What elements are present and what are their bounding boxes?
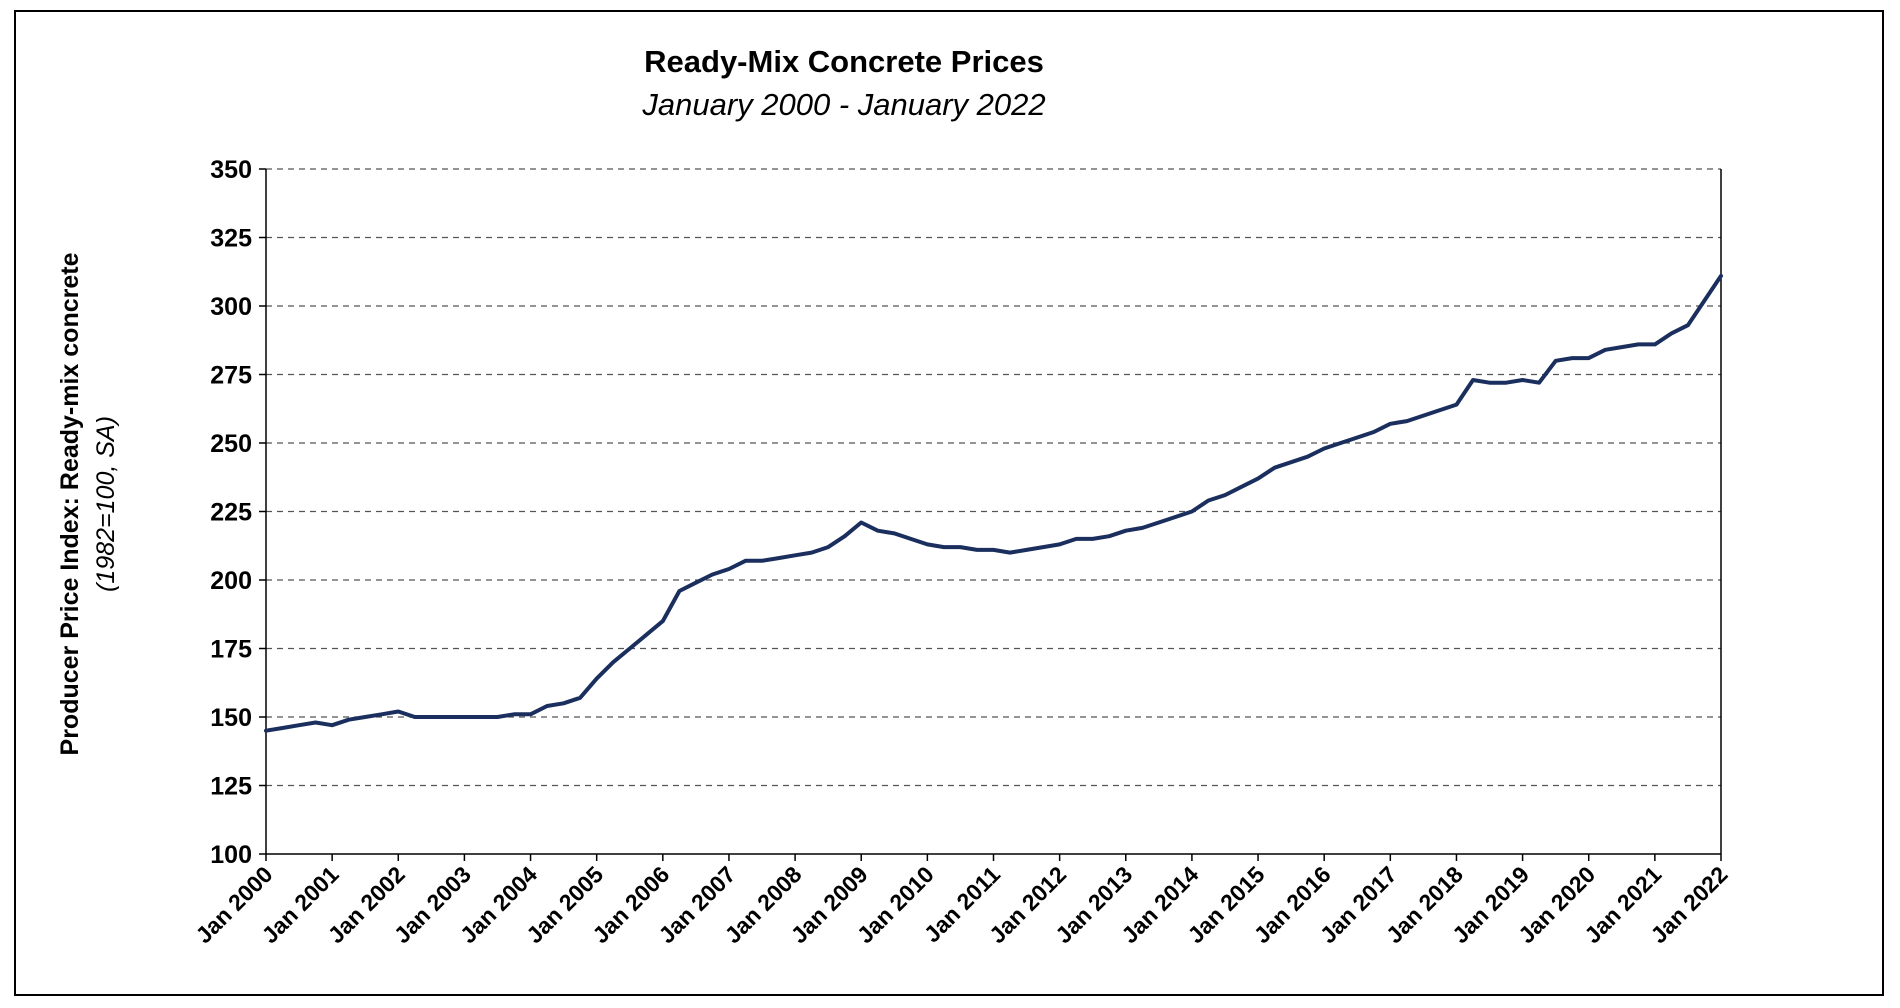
series-layer bbox=[264, 273, 1723, 733]
y-tick-label: 100 bbox=[210, 841, 252, 869]
y-axis-units: (1982=100, SA) bbox=[92, 416, 120, 592]
y-tick-label: 275 bbox=[210, 362, 252, 390]
y-tick-label: 150 bbox=[210, 704, 252, 732]
series-line bbox=[264, 273, 1723, 733]
axes bbox=[265, 169, 1722, 855]
chart-frame: Ready-Mix Concrete Prices January 2000 -… bbox=[14, 10, 1884, 996]
y-tick-label: 300 bbox=[210, 293, 252, 321]
y-tick-label: 200 bbox=[210, 567, 252, 595]
gridlines bbox=[266, 168, 1721, 787]
y-tick-label: 325 bbox=[210, 225, 252, 253]
y-axis-ticks: 100 125 150 175 200 225 250 275 300 325 350 bbox=[210, 156, 266, 869]
line-chart: Ready-Mix Concrete Prices January 2000 -… bbox=[56, 44, 1733, 948]
y-tick-label: 250 bbox=[210, 430, 252, 458]
chart-title: Ready-Mix Concrete Prices bbox=[644, 44, 1044, 79]
y-tick-label: 350 bbox=[210, 156, 252, 184]
y-axis-label: Producer Price Index: Ready-mix concrete bbox=[56, 252, 84, 755]
y-tick-label: 225 bbox=[210, 499, 252, 527]
y-tick-label: 125 bbox=[210, 773, 252, 801]
chart-subtitle: January 2000 - January 2022 bbox=[641, 87, 1045, 122]
y-tick-label: 175 bbox=[210, 636, 252, 664]
